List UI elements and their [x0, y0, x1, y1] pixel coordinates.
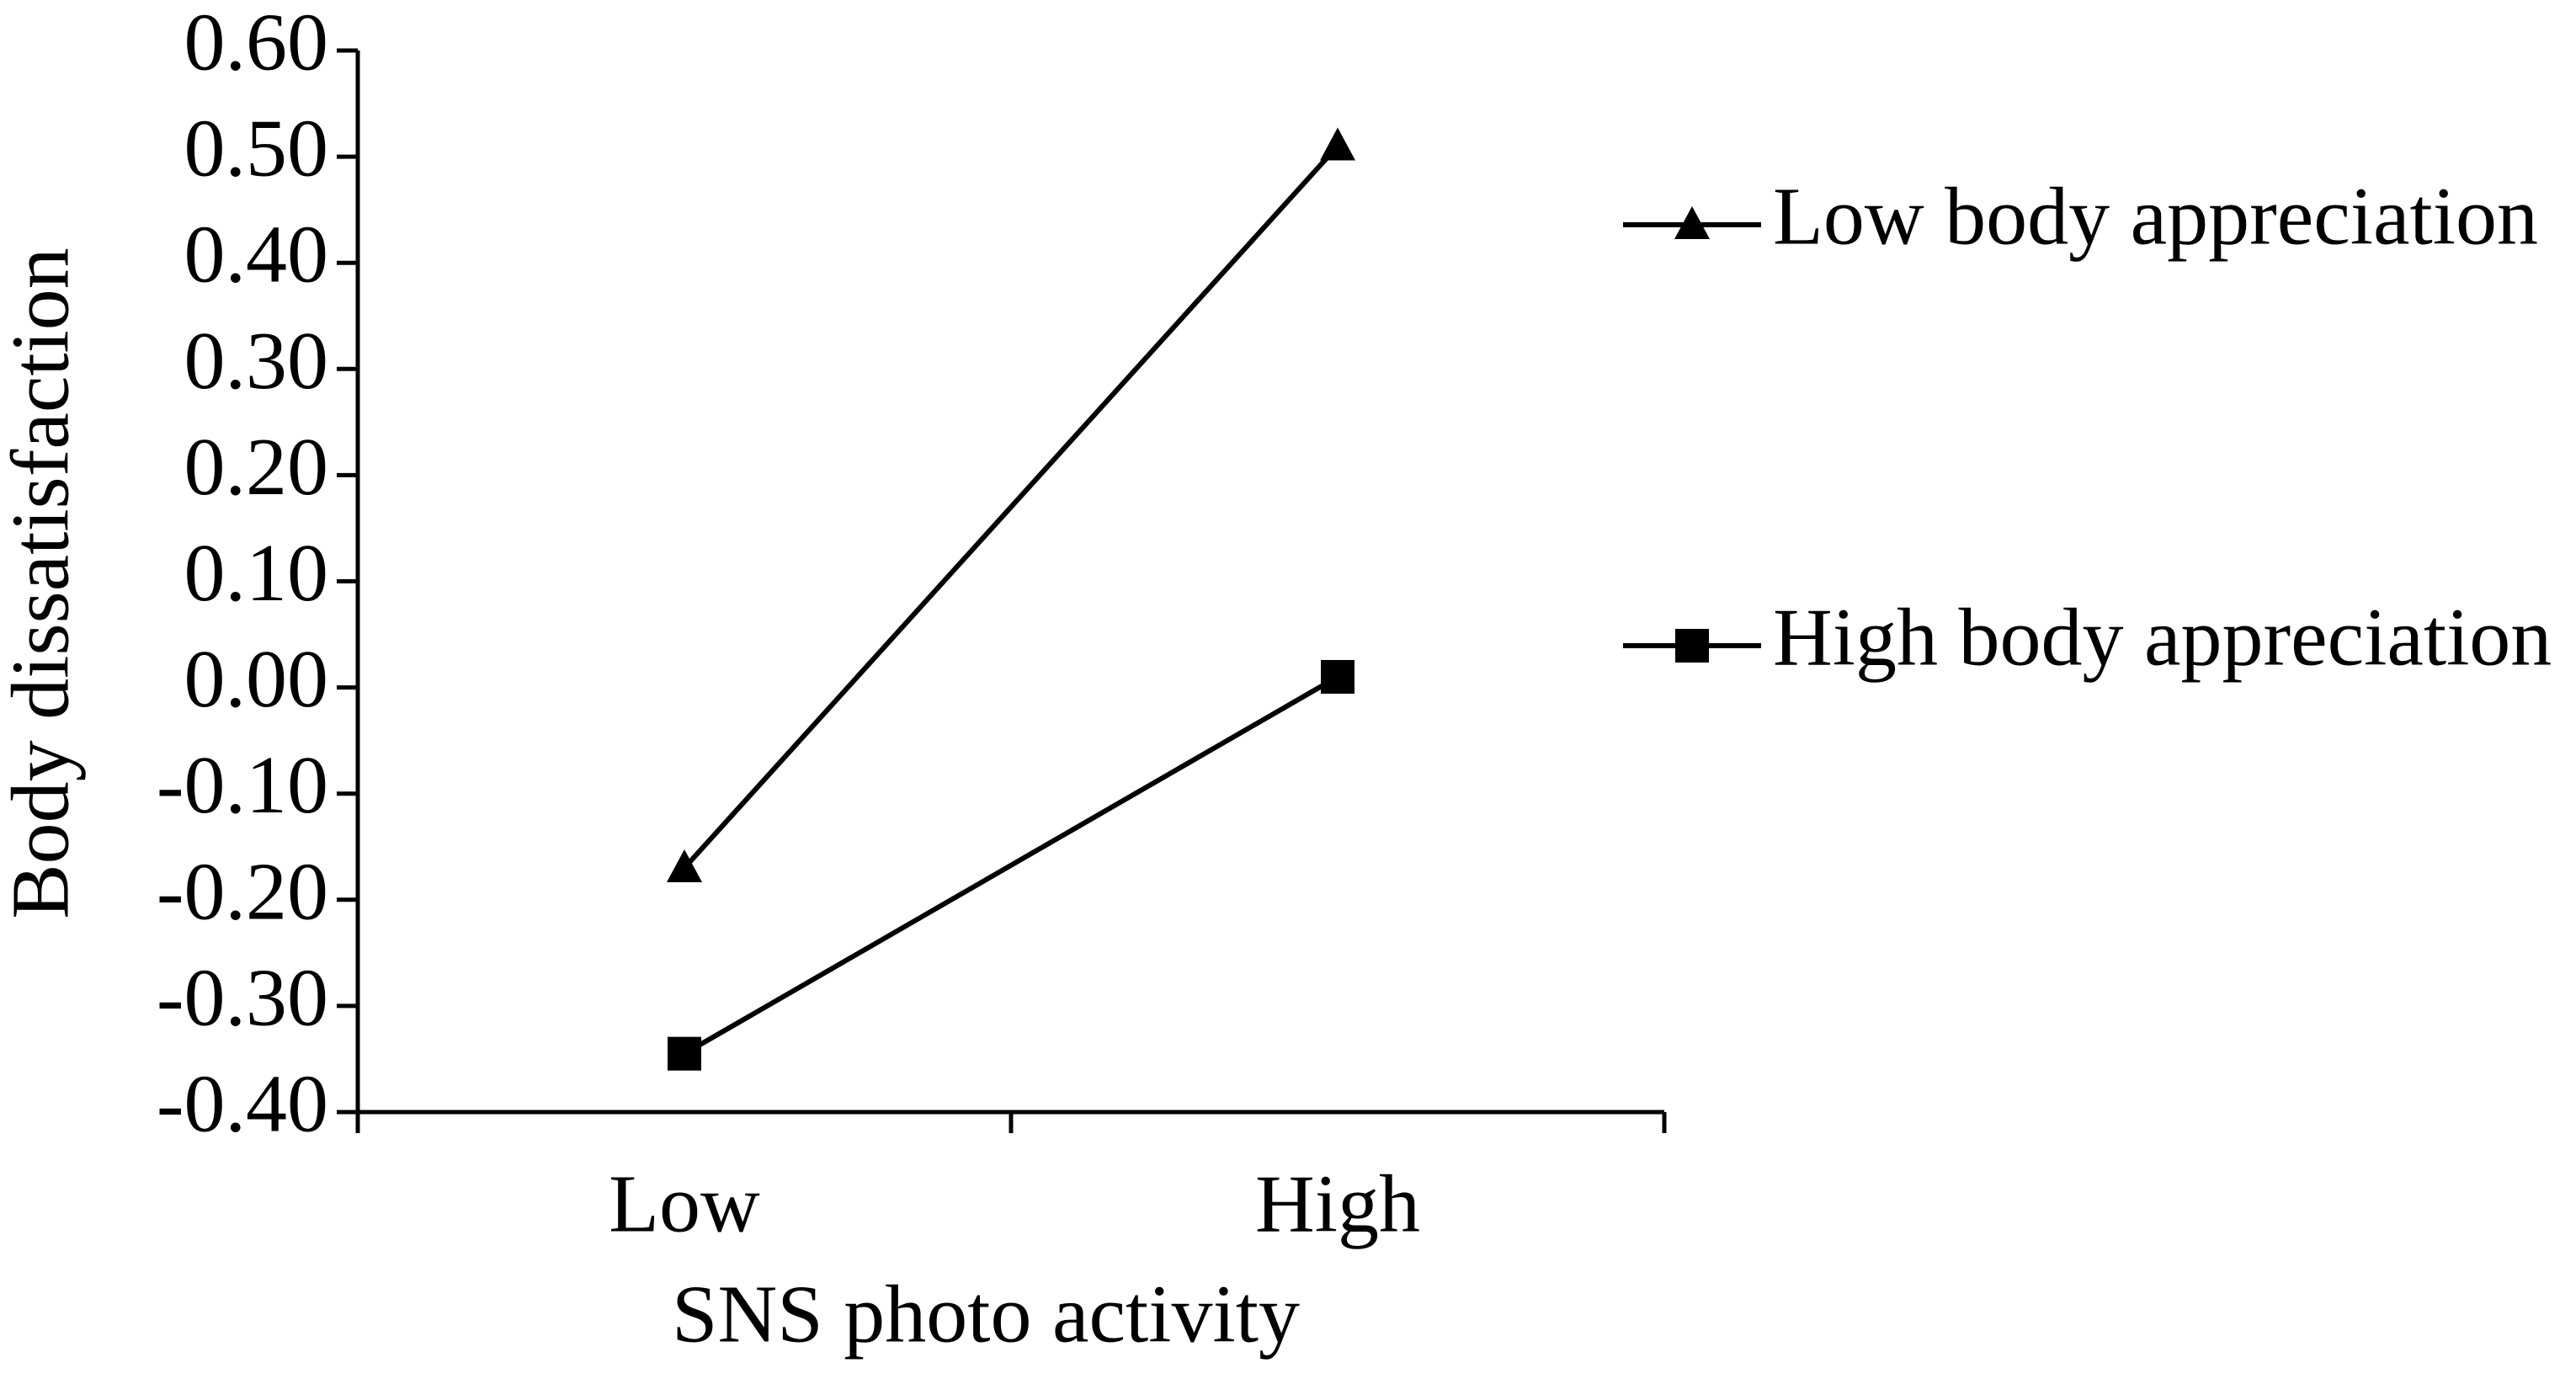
marker — [1675, 629, 1709, 663]
y-axis-title: Body dissatisfaction — [0, 248, 86, 919]
series-line — [683, 674, 1339, 1057]
marker — [1321, 659, 1355, 694]
legend-label: Low body appreciation — [1773, 171, 2538, 262]
y-tick-label: -0.40 — [157, 1058, 328, 1149]
y-tick-label: 0.10 — [184, 528, 329, 619]
marker — [668, 1036, 701, 1071]
y-tick-label: 0.30 — [184, 316, 329, 407]
y-tick-label: 0.00 — [184, 634, 329, 725]
y-tick-label: -0.20 — [157, 846, 328, 937]
x-tick-label: Low — [609, 1158, 760, 1249]
y-tick-label: 0.40 — [184, 210, 329, 301]
y-tick-label: -0.30 — [157, 952, 328, 1043]
series-line — [682, 144, 1340, 870]
marker — [1320, 127, 1355, 161]
y-tick-label: 0.20 — [184, 422, 329, 513]
x-tick-label: High — [1255, 1158, 1420, 1249]
y-tick-label: 0.50 — [184, 104, 329, 194]
legend-label: High body appreciation — [1773, 592, 2552, 683]
marker — [667, 849, 702, 882]
marker — [1674, 206, 1710, 239]
y-tick-label: 0.60 — [184, 0, 329, 88]
y-tick-label: -0.10 — [157, 740, 328, 831]
x-axis-title: SNS photo activity — [672, 1269, 1300, 1360]
